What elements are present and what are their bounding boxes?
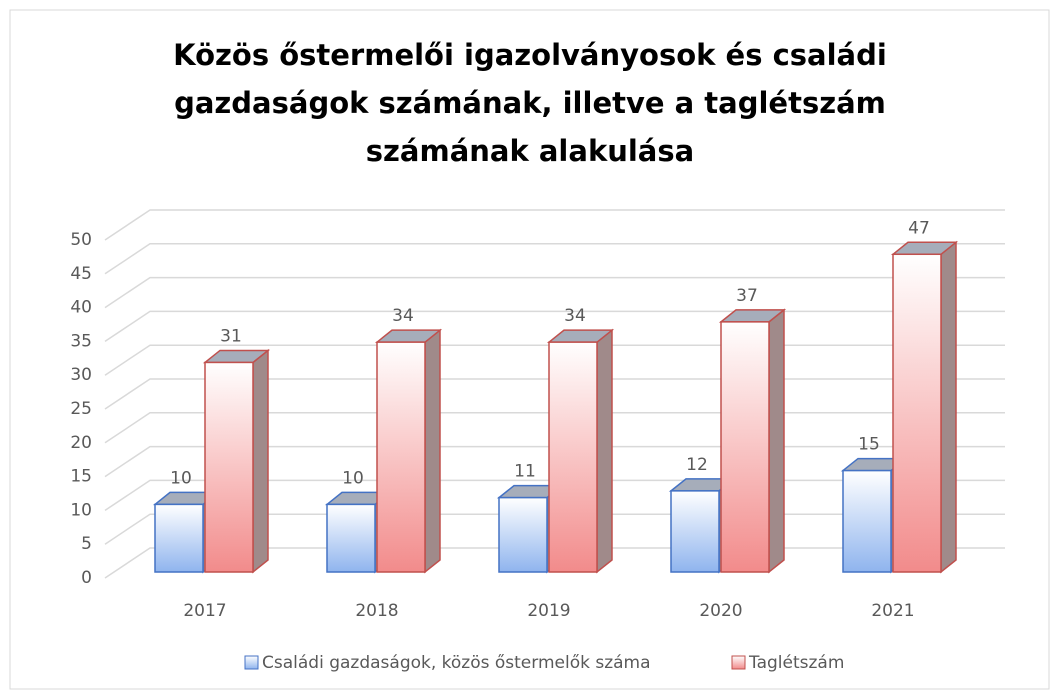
y-tick-label: 30 bbox=[70, 365, 92, 385]
x-tick-label: 2019 bbox=[527, 601, 570, 621]
bar bbox=[548, 341, 598, 573]
bar-side bbox=[252, 348, 269, 574]
grid-line bbox=[104, 243, 1005, 275]
bar-side bbox=[768, 308, 785, 574]
grid-line bbox=[104, 344, 1005, 376]
chart-frame bbox=[9, 9, 1050, 690]
grid-line bbox=[104, 412, 1005, 444]
grid-line bbox=[104, 378, 1005, 410]
data-label: 11 bbox=[514, 462, 536, 482]
bar-side bbox=[424, 328, 441, 574]
data-label: 12 bbox=[686, 455, 708, 475]
data-label: 37 bbox=[736, 286, 758, 306]
grid-line bbox=[104, 209, 1005, 241]
y-tick-label: 15 bbox=[70, 467, 92, 487]
data-label: 31 bbox=[220, 326, 242, 346]
data-label: 34 bbox=[392, 306, 414, 326]
data-label: 10 bbox=[342, 468, 364, 488]
y-tick-label: 40 bbox=[70, 298, 92, 318]
y-tick-label: 50 bbox=[70, 230, 92, 250]
y-tick-label: 35 bbox=[70, 331, 92, 351]
bar bbox=[498, 496, 548, 573]
legend-label: Taglétszám bbox=[748, 653, 844, 673]
bar bbox=[326, 503, 376, 573]
x-tick-label: 2018 bbox=[355, 601, 398, 621]
y-tick-label: 45 bbox=[70, 264, 92, 284]
data-label: 34 bbox=[564, 306, 586, 326]
bar bbox=[204, 361, 254, 573]
legend-swatch bbox=[731, 655, 746, 670]
bar bbox=[892, 253, 942, 573]
y-tick-label: 10 bbox=[70, 500, 92, 520]
bar bbox=[154, 503, 204, 573]
x-tick-label: 2020 bbox=[699, 601, 742, 621]
legend-label: Családi gazdaságok, közös őstermelők szá… bbox=[262, 653, 651, 673]
y-tick-label: 25 bbox=[70, 399, 92, 419]
bar bbox=[842, 469, 892, 573]
bar bbox=[670, 490, 720, 573]
chart-title: Közös őstermelői igazolványosok és csalá… bbox=[173, 38, 887, 168]
x-tick-label: 2017 bbox=[183, 601, 226, 621]
data-label: 10 bbox=[170, 468, 192, 488]
grid-line bbox=[104, 276, 1005, 309]
bar bbox=[720, 321, 770, 573]
bar-side bbox=[596, 328, 613, 574]
y-tick-label: 5 bbox=[81, 534, 92, 554]
bar bbox=[376, 341, 426, 573]
data-label: 15 bbox=[858, 435, 880, 455]
y-tick-label: 0 bbox=[81, 568, 92, 588]
data-label: 47 bbox=[908, 218, 930, 238]
legend-swatch bbox=[244, 655, 259, 670]
grid-line bbox=[104, 445, 1005, 478]
x-tick-label: 2021 bbox=[871, 601, 914, 621]
grid-line bbox=[104, 310, 1005, 343]
bar-side bbox=[940, 240, 957, 574]
y-tick-label: 20 bbox=[70, 433, 92, 453]
